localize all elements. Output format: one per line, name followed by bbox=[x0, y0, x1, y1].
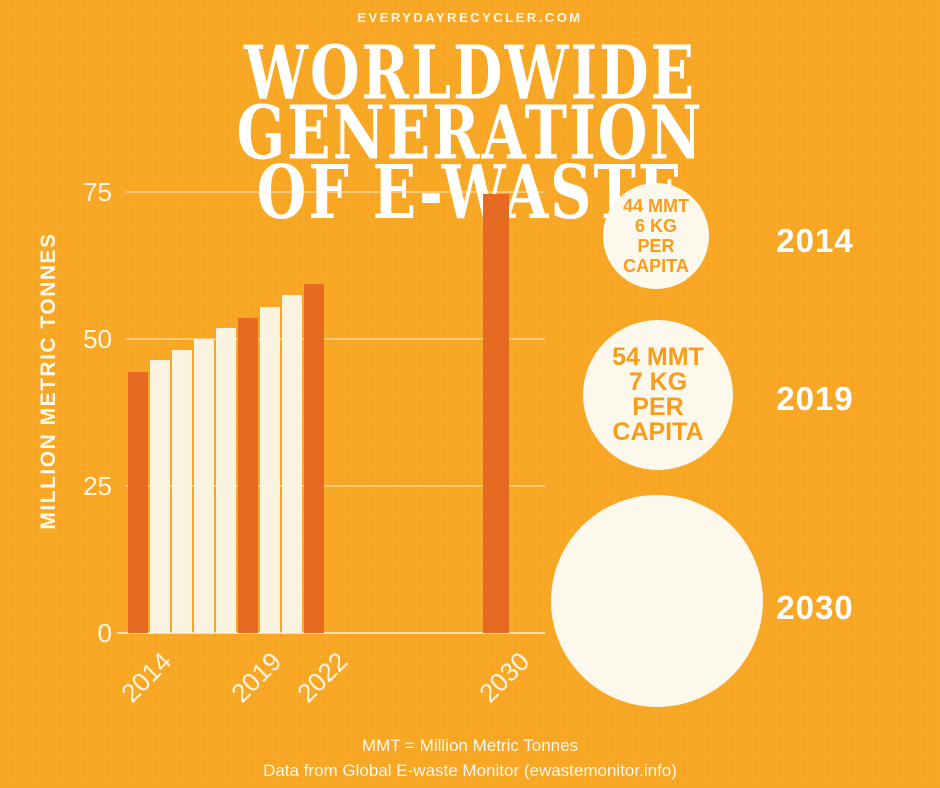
year-label-2030: 2030 bbox=[776, 589, 854, 626]
bar-2020 bbox=[260, 306, 280, 633]
bar-2016 bbox=[172, 349, 192, 633]
callout-2014-line: PER bbox=[637, 236, 675, 256]
y-tick-75: 75 bbox=[83, 177, 112, 207]
callout-circle-2014: 44 MMT 6 KG PER CAPITA bbox=[603, 183, 709, 289]
bar-2015 bbox=[150, 360, 170, 633]
x-axis-baseline bbox=[117, 632, 545, 634]
callout-2014-line: 6 KG bbox=[634, 216, 677, 236]
page-title: WORLDWIDE GENERATION OF E-WASTE bbox=[0, 29, 940, 230]
callout-2019-line: PER bbox=[632, 393, 684, 421]
bar-2018 bbox=[216, 328, 236, 633]
bar-2022 bbox=[304, 283, 324, 633]
callout-2014-line: CAPITA bbox=[623, 256, 689, 276]
x-label-2022: 2022 bbox=[290, 646, 353, 709]
gridline-75 bbox=[126, 191, 545, 193]
site-url: EVERYDAYRECYCLER.COM bbox=[357, 10, 583, 25]
y-tick-25: 25 bbox=[83, 471, 112, 501]
callout-circle-2019: 54 MMT 7 KG PER CAPITA bbox=[583, 320, 733, 470]
x-label-2019: 2019 bbox=[224, 646, 287, 709]
year-label-2019: 2019 bbox=[776, 380, 854, 417]
bar-2014 bbox=[128, 371, 148, 633]
bar-2021 bbox=[282, 295, 302, 633]
callout-2014-line: 44 MMT bbox=[622, 196, 689, 216]
footnote-data-source: Data from Global E-waste Monitor (ewaste… bbox=[263, 761, 677, 780]
footnote-mmt-definition: MMT = Million Metric Tonnes bbox=[361, 736, 579, 755]
gridline-25 bbox=[126, 485, 545, 487]
x-label-2014: 2014 bbox=[114, 646, 177, 709]
bar-2017 bbox=[194, 339, 214, 633]
callout-2019-line: 7 KG bbox=[628, 368, 688, 396]
callout-2019-line: 54 MMT bbox=[612, 343, 704, 371]
gridline-50 bbox=[126, 338, 545, 340]
year-label-2014: 2014 bbox=[776, 222, 854, 259]
y-tick-0: 0 bbox=[97, 618, 112, 648]
callout-circle-2030 bbox=[551, 495, 763, 707]
bar-2019 bbox=[238, 317, 258, 633]
y-tick-50: 50 bbox=[83, 324, 112, 354]
x-label-2030: 2030 bbox=[472, 646, 535, 709]
bar-2030 bbox=[483, 193, 509, 633]
callout-2019-line: CAPITA bbox=[612, 418, 704, 446]
title-line-1: WORLDWIDE GENERATION bbox=[236, 29, 704, 177]
